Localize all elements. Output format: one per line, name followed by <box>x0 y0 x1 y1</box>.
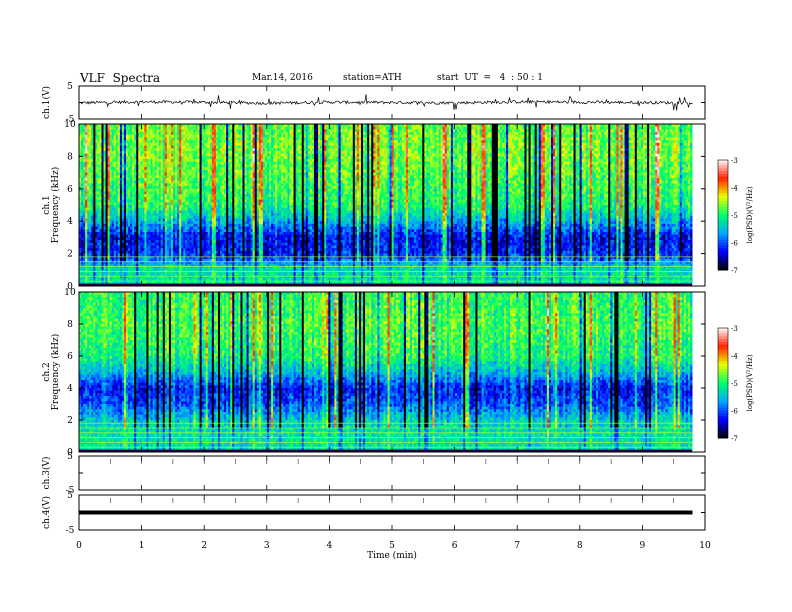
ch1-spec-ytick-label: 2 <box>67 250 73 260</box>
ch4-wave-ytick-label: -5 <box>66 526 75 536</box>
ch1-wave-ylabel: ch.1(V) <box>41 86 52 119</box>
ch1-spec-ytick-label: 10 <box>64 120 76 130</box>
ch2-spec-colorbar-tick: -6 <box>731 408 738 416</box>
x-tick-label: 7 <box>514 541 520 551</box>
ch4-wave-ylabel: ch.4(V) <box>41 496 52 529</box>
ch1-spec-ytick-label: 6 <box>67 185 73 195</box>
ch1-spec-ytick-label: 8 <box>67 152 73 162</box>
ch2-spec-colorbar <box>718 328 728 439</box>
ch2-spec-ytick-label: 6 <box>67 352 73 362</box>
x-tick-label: 2 <box>201 541 207 551</box>
ch1-spec-colorbar-tick: -7 <box>731 267 738 275</box>
x-tick-label: 1 <box>139 541 145 551</box>
ch1-spec-ylabel-freq: Frequency (kHz) <box>50 167 61 244</box>
ch2-spec-ylabel-freq: Frequency (kHz) <box>50 334 61 411</box>
ch2-spec-ytick-label: 10 <box>64 288 76 298</box>
ch4-wave-ytick-label: 5 <box>67 491 73 501</box>
ch2-spec-ytick-label: 8 <box>67 320 73 330</box>
ch1-spec-colorbar-label: log(PSD)(V²/Hz) <box>746 186 754 243</box>
ch1-spec-colorbar <box>718 160 728 271</box>
ch1-wave-series-line <box>79 94 693 110</box>
ch1-wave-ytick-label: 5 <box>67 82 73 92</box>
ch1-spec-ytick-label: 4 <box>67 217 73 227</box>
ch1-spec-colorbar-tick: -6 <box>731 240 738 248</box>
ch2-spec-ytick-label: 4 <box>67 384 73 394</box>
ch1-spec-heatmap <box>79 124 693 287</box>
ch3-wave-ytick-label: 5 <box>67 452 73 462</box>
ch3-wave-ylabel: ch.3(V) <box>41 457 52 490</box>
x-tick-label: 0 <box>76 541 82 551</box>
ch2-spec-heatmap <box>79 292 693 453</box>
ch2-spec-colorbar-tick: -5 <box>731 380 738 388</box>
x-tick-label: 6 <box>452 541 458 551</box>
x-tick-label: 9 <box>640 541 646 551</box>
x-tick-label: 8 <box>577 541 583 551</box>
ch2-spec-colorbar-label: log(PSD)(V²/Hz) <box>746 354 754 411</box>
x-tick-label: 4 <box>327 541 333 551</box>
x-axis-label: Time (min) <box>367 550 417 561</box>
x-tick-label: 3 <box>264 541 270 551</box>
x-tick-label: 5 <box>389 541 395 551</box>
ch2-spec-colorbar-tick: -4 <box>731 353 738 361</box>
ch2-spec-colorbar-tick: -7 <box>731 435 738 443</box>
x-tick-label: 10 <box>699 541 711 551</box>
ch2-spec-colorbar-tick: -3 <box>731 325 738 333</box>
ch1-spec-colorbar-tick: -5 <box>731 212 738 220</box>
ch1-spec-colorbar-tick: -3 <box>731 157 738 165</box>
ch1-spec-colorbar-tick: -4 <box>731 185 738 193</box>
ch2-spec-ytick-label: 2 <box>67 416 73 426</box>
